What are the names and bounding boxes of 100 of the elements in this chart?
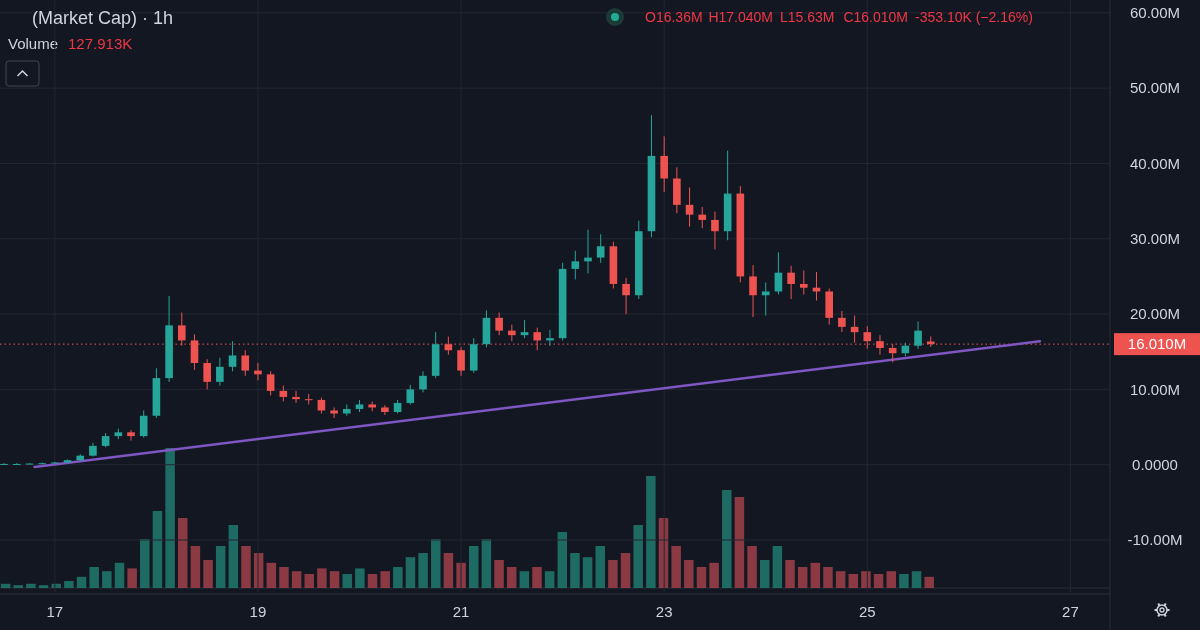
bar — [127, 568, 137, 588]
candlestick — [127, 429, 135, 442]
bar — [722, 490, 732, 588]
candlestick — [495, 312, 503, 336]
bar — [468, 546, 479, 588]
candlestick — [228, 340, 237, 372]
candlestick — [596, 233, 605, 264]
bar — [190, 546, 201, 588]
bar — [595, 546, 605, 588]
bar — [228, 525, 239, 588]
y-tick-label: -10.00M — [1127, 531, 1183, 549]
bar — [89, 567, 99, 588]
bar — [544, 571, 555, 588]
candlestick — [660, 135, 668, 193]
annotation: L15.63M — [780, 8, 835, 25]
annotation: H17.040M — [708, 8, 773, 25]
bar — [393, 567, 403, 588]
bar — [140, 539, 150, 588]
bar — [241, 546, 251, 588]
y-tick-label: 40.00M — [1129, 154, 1181, 172]
x-tick-label: 27 — [1062, 603, 1079, 621]
bar — [291, 571, 302, 588]
candlestick — [381, 404, 389, 416]
candlestick — [622, 277, 630, 315]
bar — [747, 546, 757, 588]
annotation: C16.010M — [843, 8, 908, 25]
bar — [861, 571, 871, 588]
bar — [911, 571, 922, 588]
bar — [646, 476, 656, 588]
candlestick — [838, 310, 846, 333]
text: (Market Cap) · 1h — [32, 8, 174, 29]
bar — [380, 571, 390, 588]
bar — [835, 571, 846, 588]
bar — [431, 539, 441, 588]
candlestick — [241, 349, 250, 377]
bar — [102, 571, 112, 588]
bar — [886, 571, 896, 588]
bar — [696, 567, 707, 588]
ref-line-label: 16.010M — [1127, 335, 1187, 353]
candlestick — [787, 265, 795, 300]
candlestick — [698, 206, 707, 229]
bar — [13, 585, 24, 588]
bar — [203, 560, 213, 588]
bar — [317, 568, 327, 588]
bar — [418, 553, 428, 588]
candlestick — [800, 269, 808, 295]
bar — [532, 567, 542, 588]
candlestick — [406, 384, 415, 405]
bar — [51, 583, 61, 588]
bar — [608, 560, 618, 588]
bar — [582, 557, 593, 588]
candlestick — [457, 346, 465, 377]
bar — [64, 581, 74, 588]
candlestick — [571, 250, 580, 280]
bar — [0, 583, 11, 588]
bar — [797, 567, 808, 588]
candlestick — [292, 390, 300, 404]
bar — [215, 546, 226, 588]
candlestick — [139, 409, 148, 439]
bar — [443, 553, 454, 588]
candlestick — [749, 264, 757, 318]
x-tick-label: 21 — [452, 603, 470, 621]
y-tick-label: 20.00M — [1129, 305, 1181, 323]
candlestick — [711, 211, 719, 250]
bar — [355, 568, 365, 588]
bar — [165, 448, 175, 588]
bar — [506, 567, 517, 588]
x-tick-label: 17 — [46, 603, 64, 621]
chart-title: Volume — [8, 35, 59, 53]
annotation: -353.10K (−2.16%) — [915, 8, 1033, 25]
bar — [481, 539, 492, 588]
x-tick-label: 25 — [858, 603, 876, 621]
candlestick — [38, 461, 46, 465]
bar — [709, 562, 719, 588]
candlestick — [216, 357, 224, 387]
bar — [899, 574, 909, 588]
candlestick — [266, 370, 275, 396]
y-tick-label: 30.00M — [1129, 230, 1181, 248]
bar — [38, 585, 49, 588]
bar — [494, 560, 504, 588]
annotation: O16.36M — [645, 8, 703, 25]
bar — [178, 518, 188, 588]
bar — [823, 567, 833, 588]
bar — [570, 553, 580, 588]
bar — [152, 511, 163, 588]
candlestick — [685, 187, 694, 228]
bar — [633, 525, 643, 588]
candlestick — [203, 358, 211, 390]
bar — [924, 576, 934, 588]
bar — [26, 583, 36, 588]
bar — [76, 576, 87, 588]
candlestick — [520, 319, 529, 339]
bar — [671, 546, 681, 588]
bar — [873, 574, 884, 588]
bar — [367, 574, 378, 588]
y-tick-label: 10.00M — [1129, 380, 1181, 398]
candlestick — [546, 329, 554, 347]
bar — [785, 560, 795, 588]
y-tick-label: 50.00M — [1129, 79, 1181, 97]
x-tick-label: 23 — [655, 603, 673, 621]
